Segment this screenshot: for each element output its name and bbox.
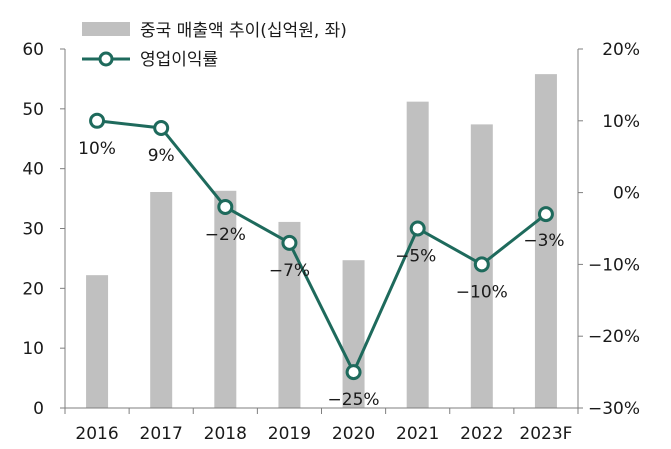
margin-label-2021: −5% (395, 247, 436, 267)
margin-point-2016 (89, 112, 106, 129)
x-tick-label: 2016 (75, 424, 118, 444)
x-tick-label: 2017 (140, 424, 183, 444)
bar-2017 (150, 192, 173, 408)
legend: 중국 매출액 추이(십억원, 좌) 영업이익률 (82, 21, 347, 70)
margin-label-2016: 10% (78, 139, 116, 159)
margin-label-2017: 9% (148, 146, 175, 166)
legend-bar-swatch (82, 22, 130, 36)
y-left-tick-label: 60 (22, 40, 44, 60)
margin-point-2017 (153, 119, 170, 136)
x-tick-label: 2018 (204, 424, 247, 444)
margin-point-2020 (345, 364, 362, 381)
y-right-tick-label: −20% (588, 327, 640, 347)
y-left-tick-label: 0 (33, 399, 44, 419)
margin-label-2018: −2% (205, 225, 246, 245)
margin-point-2021 (409, 220, 426, 237)
y-left-tick-label: 10 (22, 339, 44, 359)
data-labels-layer: 10% 9% −2% −7% −25% −5% −10% −3% (78, 139, 564, 410)
bar-2023F (534, 74, 557, 408)
legend-line-label: 영업이익률 (140, 50, 218, 70)
x-tick-label: 2019 (268, 424, 311, 444)
bar-2016 (86, 275, 109, 408)
x-tick-label: 2021 (396, 424, 439, 444)
y-right-tick-label: −30% (588, 399, 640, 419)
y-right-tick-label: 0% (613, 184, 640, 204)
margin-point-2023F (537, 206, 554, 223)
x-tick-label: 2023F (519, 424, 572, 444)
bar-2019 (278, 221, 301, 408)
margin-label-2023F: −3% (523, 231, 564, 251)
points-layer (89, 112, 554, 381)
x-tick-label: 2022 (460, 424, 503, 444)
y-left-tick-label: 30 (22, 220, 44, 240)
margin-label-2022: −10% (456, 282, 508, 302)
legend-bar-label: 중국 매출액 추이(십억원, 좌) (140, 21, 347, 41)
bar-2021 (406, 101, 429, 409)
bar-2018 (214, 190, 237, 408)
bar-2020 (342, 260, 365, 408)
margin-label-2019: −7% (269, 261, 310, 281)
margin-label-2020: −25% (328, 390, 380, 410)
y-left-tick-label: 40 (22, 160, 44, 180)
y-left-tick-label: 20 (22, 279, 44, 299)
legend-line-marker (98, 51, 114, 67)
x-tick-label: 2020 (332, 424, 375, 444)
axes-layer: 0 10 20 30 40 50 60 −30% −20% −10% 0% 10% 20% 2016 201… (22, 40, 640, 444)
margin-point-2022 (473, 256, 490, 273)
y-right-tick-label: 10% (602, 112, 640, 132)
margin-line (96, 119, 547, 376)
margin-point-2018 (217, 198, 234, 215)
y-right-tick-label: 20% (602, 40, 640, 60)
line-layer (96, 119, 547, 376)
margin-point-2019 (281, 234, 298, 251)
y-left-tick-label: 50 (22, 100, 44, 120)
y-right-tick-label: −10% (588, 255, 640, 275)
